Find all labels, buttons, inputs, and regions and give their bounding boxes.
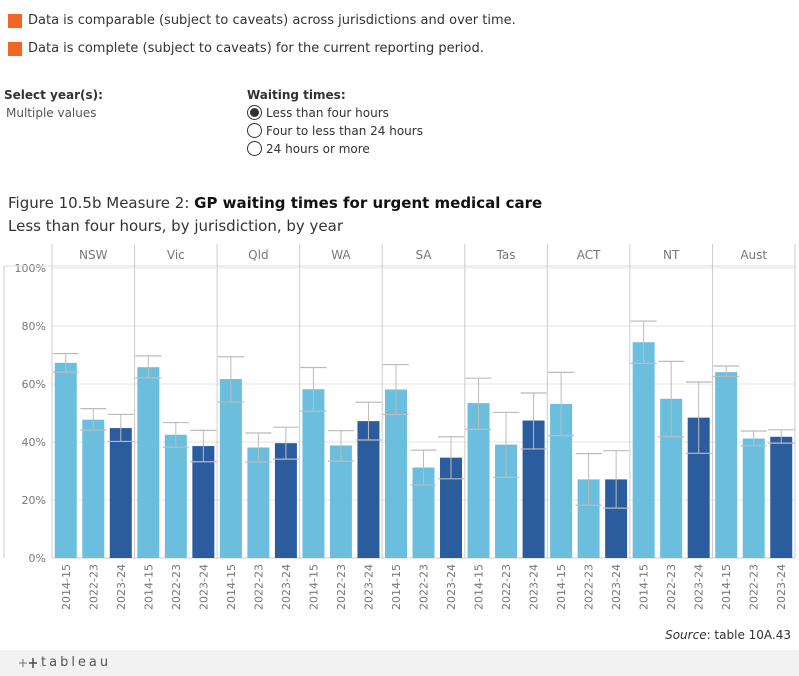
radio-empty-icon[interactable] xyxy=(247,123,262,138)
bar-nt-2022-23 xyxy=(660,398,683,558)
bar-aust-2022-23 xyxy=(742,438,765,558)
legend-label: Data is complete (subject to caveats) fo… xyxy=(28,41,484,56)
bar-act-2023-24 xyxy=(605,479,628,558)
x-tick-label: 2022-23 xyxy=(583,564,596,610)
x-tick-label: 2023-24 xyxy=(362,564,375,610)
panel-label-aust: Aust xyxy=(740,248,767,262)
x-tick-label: 2022-23 xyxy=(418,564,431,610)
tableau-plus-icon xyxy=(19,657,37,668)
bar-wa-2022-23 xyxy=(329,445,352,558)
panel-header-strip xyxy=(0,244,795,266)
year-filter-value[interactable]: Multiple values xyxy=(6,106,97,120)
orange-square-icon xyxy=(8,41,22,56)
bar-sa-2023-24 xyxy=(440,457,463,558)
figure-title-bold: GP waiting times for urgent medical care xyxy=(194,194,543,212)
footer-bar: tableau xyxy=(0,650,799,676)
x-tick-label: 2023-24 xyxy=(197,564,210,610)
bar-wa-2014-15 xyxy=(302,389,325,558)
x-tick-label: 2022-23 xyxy=(252,564,265,610)
x-tick-label: 2014-15 xyxy=(720,564,733,610)
radio-selected-icon[interactable] xyxy=(247,105,262,120)
panel-label-vic: Vic xyxy=(167,248,185,262)
source-note: Source: table 10A.43 xyxy=(665,628,791,642)
x-tick-label: 2023-24 xyxy=(280,564,293,610)
bar-nt-2014-15 xyxy=(632,342,655,558)
x-tick-label: 2023-24 xyxy=(115,564,128,610)
x-tick-label: 2022-23 xyxy=(335,564,348,610)
x-tick-label: 2014-15 xyxy=(142,564,155,610)
bar-act-2014-15 xyxy=(550,404,573,558)
radio-label: Four to less than 24 hours xyxy=(266,123,423,138)
x-tick-label: 2014-15 xyxy=(555,564,568,610)
panel-label-tas: Tas xyxy=(496,248,516,262)
panel-label-act: ACT xyxy=(577,248,601,262)
source-label: Source xyxy=(665,628,707,642)
y-tick-label: 40% xyxy=(22,436,46,449)
bar-nsw-2022-23 xyxy=(82,419,105,558)
x-tick-label: 2023-24 xyxy=(445,564,458,610)
tableau-wordmark: tableau xyxy=(41,655,112,670)
y-tick-label: 0% xyxy=(29,552,46,565)
year-filter-title: Select year(s): xyxy=(4,88,103,102)
y-tick-label: 80% xyxy=(22,320,46,333)
bar-nsw-2014-15 xyxy=(54,362,77,558)
panel-label-wa: WA xyxy=(331,248,351,262)
x-tick-label: 2014-15 xyxy=(390,564,403,610)
radio-24-hours-or-more[interactable]: 24 hours or more xyxy=(247,141,370,156)
orange-square-icon xyxy=(8,13,22,28)
x-tick-label: 2023-24 xyxy=(528,564,541,610)
x-tick-label: 2014-15 xyxy=(638,564,651,610)
x-tick-label: 2014-15 xyxy=(60,564,73,610)
x-tick-label: 2023-24 xyxy=(610,564,623,610)
y-tick-label: 100% xyxy=(15,262,46,275)
bar-qld-2014-15 xyxy=(219,379,242,558)
y-tick-label: 60% xyxy=(22,378,46,391)
source-text: : table 10A.43 xyxy=(706,628,791,642)
tableau-logo[interactable]: tableau xyxy=(16,655,111,670)
x-tick-label: 2023-24 xyxy=(775,564,788,610)
bar-vic-2022-23 xyxy=(164,434,187,558)
bar-nsw-2023-24 xyxy=(109,428,132,558)
bar-sa-2014-15 xyxy=(384,389,407,558)
bar-sa-2022-23 xyxy=(412,467,435,558)
x-tick-label: 2023-24 xyxy=(693,564,706,610)
radio-less-than-four-hours[interactable]: Less than four hours xyxy=(247,105,389,120)
x-tick-label: 2014-15 xyxy=(225,564,238,610)
x-tick-label: 2022-23 xyxy=(665,564,678,610)
bar-tas-2014-15 xyxy=(467,403,490,558)
bar-vic-2023-24 xyxy=(192,446,215,558)
bar-wa-2023-24 xyxy=(357,421,380,558)
legend-item-complete: Data is complete (subject to caveats) fo… xyxy=(8,41,484,56)
radio-empty-icon[interactable] xyxy=(247,141,262,156)
bar-tas-2023-24 xyxy=(522,420,545,558)
waiting-times-title: Waiting times: xyxy=(247,88,346,102)
bar-qld-2023-24 xyxy=(274,443,297,558)
radio-label: 24 hours or more xyxy=(266,141,370,156)
legend-label: Data is comparable (subject to caveats) … xyxy=(28,13,516,28)
bar-tas-2022-23 xyxy=(495,444,518,558)
y-tick-label: 20% xyxy=(22,494,46,507)
x-tick-label: 2014-15 xyxy=(307,564,320,610)
figure-subtitle: Less than four hours, by jurisdiction, b… xyxy=(8,217,344,235)
radio-four-to-24-hours[interactable]: Four to less than 24 hours xyxy=(247,123,423,138)
x-tick-label: 2022-23 xyxy=(500,564,513,610)
radio-label: Less than four hours xyxy=(266,105,389,120)
x-tick-label: 2014-15 xyxy=(473,564,486,610)
panel-label-qld: Qld xyxy=(248,248,268,262)
x-tick-label: 2022-23 xyxy=(748,564,761,610)
panel-label-nt: NT xyxy=(663,248,680,262)
bar-vic-2014-15 xyxy=(137,367,160,558)
figure-prefix: Figure 10.5b Measure 2: xyxy=(8,194,195,212)
bar-aust-2023-24 xyxy=(770,436,793,558)
x-tick-label: 2022-23 xyxy=(87,564,100,610)
bar-act-2022-23 xyxy=(577,479,600,558)
panel-label-sa: SA xyxy=(415,248,432,262)
bar-chart: 100% 80% 60% 40% 20% 0% NSW 2014-15 2022-23 2023-… xyxy=(0,244,796,610)
panel-label-nsw: NSW xyxy=(79,248,108,262)
bar-qld-2022-23 xyxy=(247,447,270,558)
legend-item-comparable: Data is comparable (subject to caveats) … xyxy=(8,13,516,28)
x-tick-label: 2022-23 xyxy=(170,564,183,610)
figure-title: Figure 10.5b Measure 2: GP waiting times… xyxy=(8,194,542,212)
bar-aust-2014-15 xyxy=(715,372,738,558)
